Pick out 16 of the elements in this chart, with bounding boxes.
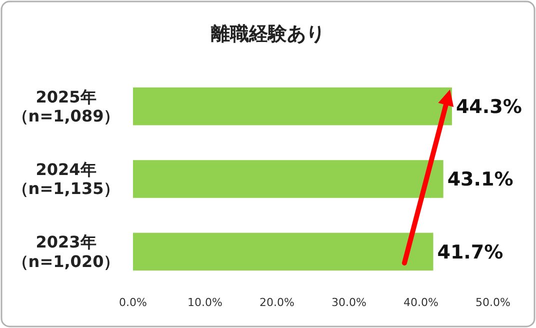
chart-title: 離職経験あり xyxy=(210,23,325,45)
data-label: 41.7% xyxy=(437,241,504,264)
bar xyxy=(133,87,452,126)
x-tick-label: 10.0% xyxy=(188,296,222,309)
data-label: 43.1% xyxy=(447,168,514,191)
bar xyxy=(133,160,444,198)
y-tick-label: 2025年（n=1,089） xyxy=(12,87,120,126)
x-tick-label: 50.0% xyxy=(476,296,510,309)
y-tick-label: 2023年（n=1,020） xyxy=(12,232,120,271)
x-tick-label: 20.0% xyxy=(260,296,294,309)
x-tick-label: 0.0% xyxy=(119,296,147,309)
x-tick-label: 30.0% xyxy=(332,296,366,309)
data-label: 44.3% xyxy=(456,96,522,118)
bar xyxy=(133,232,434,271)
x-tick-label: 40.0% xyxy=(404,296,438,309)
y-tick-label: 2024年（n=1,135） xyxy=(12,160,120,198)
